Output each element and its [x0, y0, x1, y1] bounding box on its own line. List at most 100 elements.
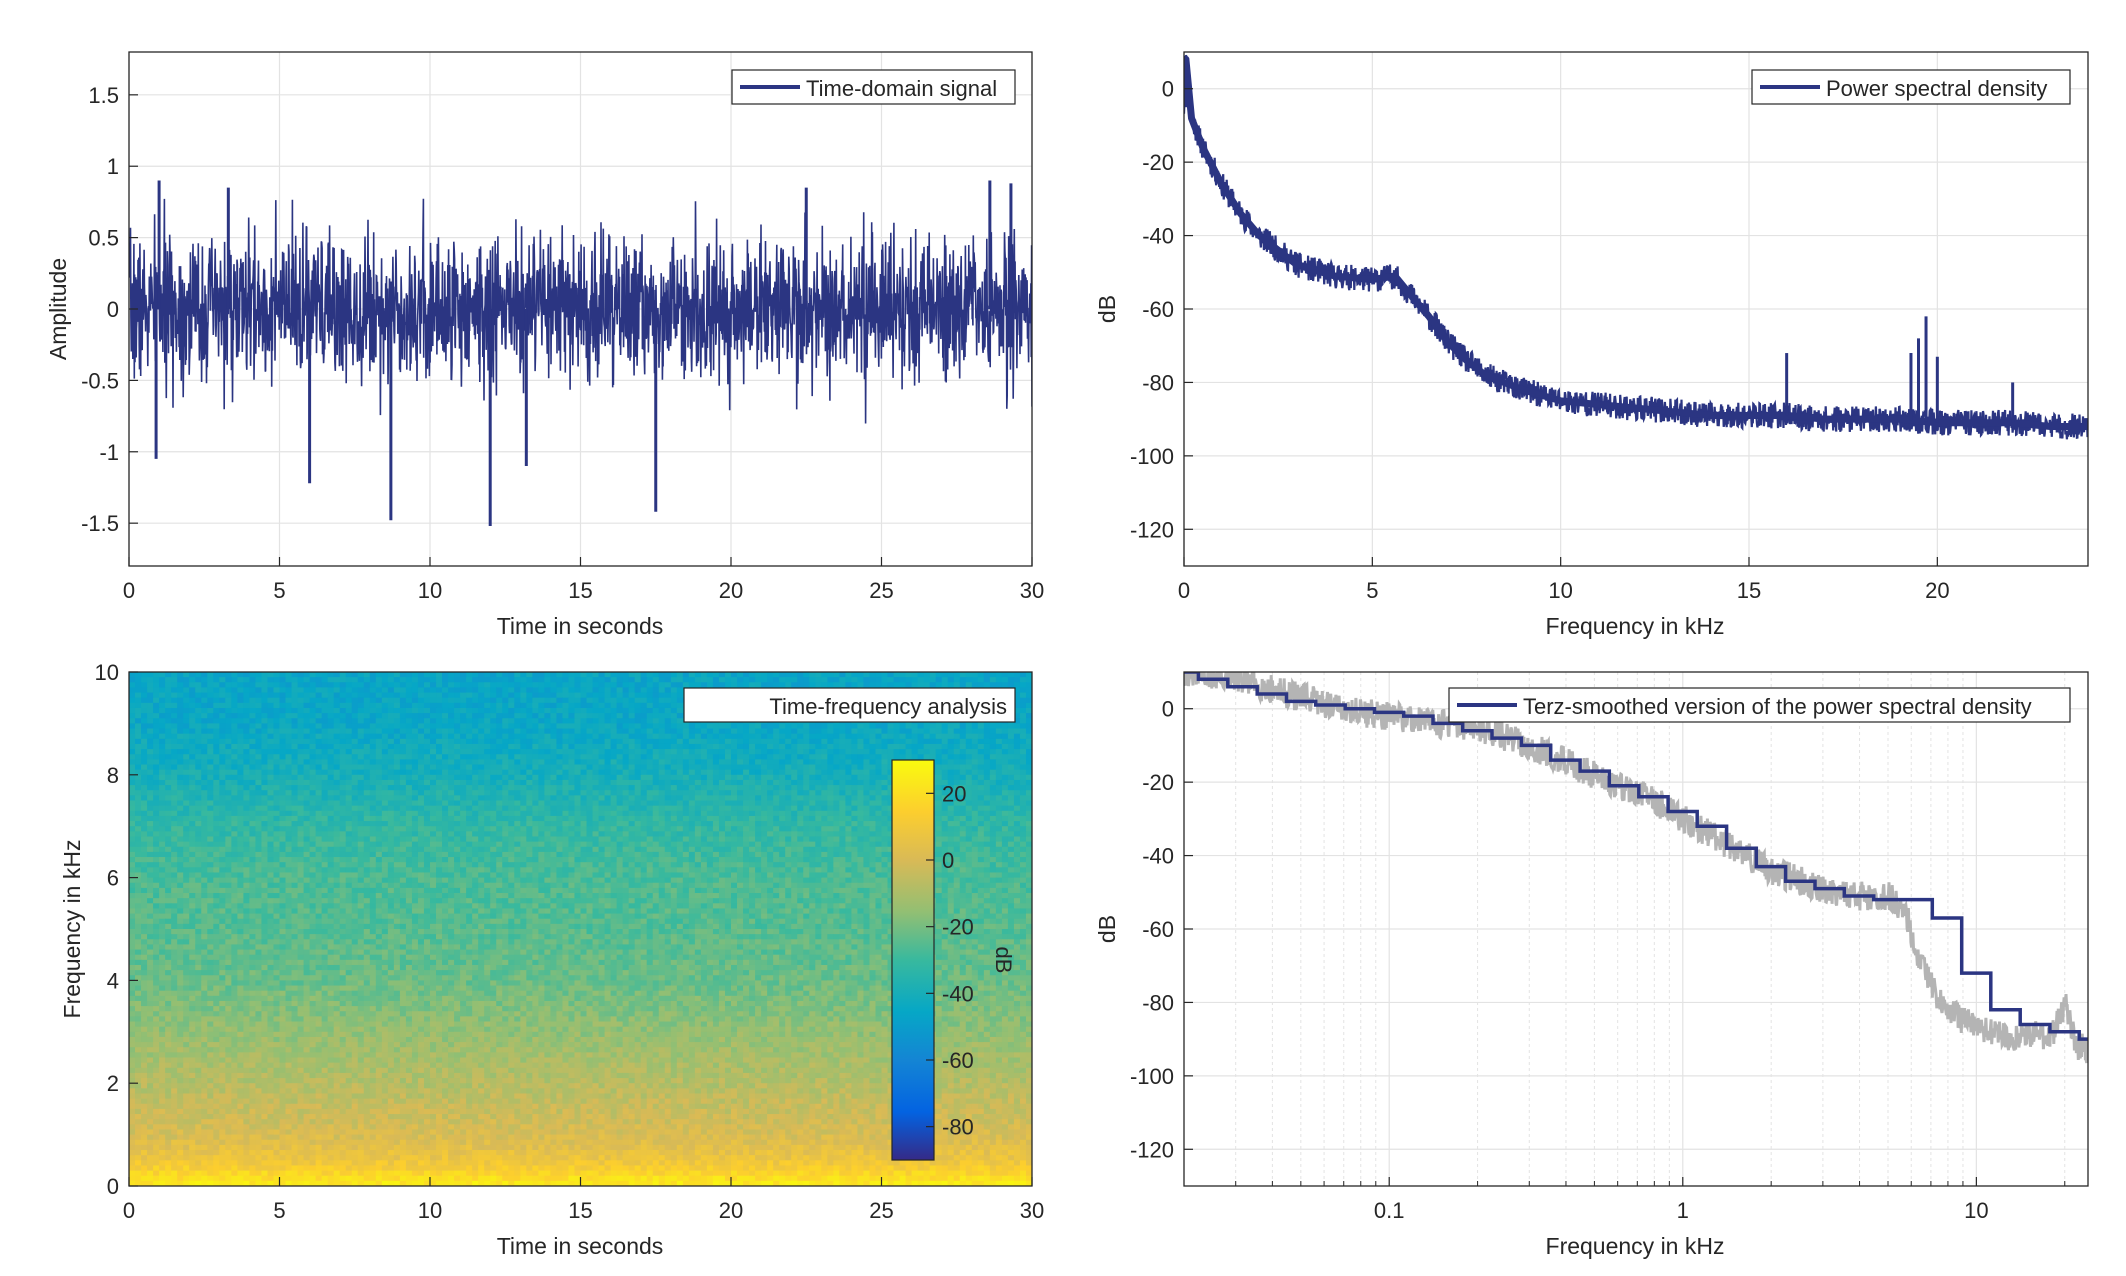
spectrogram-cell	[285, 836, 293, 843]
spectrogram-cell	[201, 733, 208, 740]
spectrogram-cell	[255, 769, 263, 776]
spectrogram-cell	[821, 785, 828, 791]
spectrogram-cell	[971, 831, 979, 838]
spectrogram-cell	[411, 759, 419, 766]
spectrogram-cell	[737, 815, 744, 822]
spectrogram-cell	[640, 821, 648, 827]
spectrogram-cell	[1001, 738, 1009, 745]
spectrogram-cell	[652, 738, 660, 745]
spectrogram-cell	[171, 718, 178, 724]
spectrogram-cell	[303, 836, 311, 843]
spectrogram-cell	[219, 733, 226, 740]
spectrogram-cell	[815, 790, 822, 796]
psd-legend[interactable]: Power spectral density	[1751, 69, 2071, 105]
spectrogram-cell	[387, 826, 395, 832]
spectrogram-cell	[1007, 677, 1015, 683]
spectrogram-cell	[442, 702, 449, 709]
spectrogram-cell	[917, 723, 925, 730]
spectrogram-cell	[351, 774, 359, 781]
spectrogram-cell	[321, 764, 329, 771]
spectrogram-cell	[165, 692, 172, 699]
spectrogram-cell	[574, 821, 582, 827]
spectrogram-cell	[556, 774, 564, 781]
time-domain-legend[interactable]: Time-domain signal	[731, 69, 1016, 105]
spectrogram-cell	[670, 723, 678, 730]
spectrogram-cell	[688, 764, 696, 771]
spectrogram-cell	[785, 815, 792, 822]
spectrogram-cell	[652, 682, 660, 689]
spectrogram-cell	[514, 749, 521, 755]
spectrogram-cell	[135, 805, 142, 812]
spectrogram-cell	[845, 831, 852, 838]
spectrogram-cell	[490, 790, 497, 796]
spectrogram-cell	[399, 702, 407, 709]
spectrogram-cell	[255, 759, 263, 766]
spectrogram-cell	[845, 826, 852, 832]
spectrogram-cell	[249, 687, 257, 694]
spectrogram-cell	[303, 779, 311, 786]
spectrogram-cell	[941, 795, 949, 802]
spectrogram-cell	[652, 785, 660, 791]
spectrogram-cell	[213, 754, 220, 760]
spectrogram-cell	[484, 723, 491, 730]
spectrogram-cell	[399, 672, 407, 678]
spectrogram-cell	[454, 810, 461, 817]
spectrogram-cell	[622, 774, 630, 781]
spectrogram-cell	[363, 738, 371, 745]
spectrogram-cell	[153, 738, 160, 745]
spectrogram-cell	[610, 779, 618, 786]
spectrogram-cell	[496, 692, 503, 699]
spectrogram-cell	[941, 733, 949, 740]
spectrogram-cell	[761, 795, 768, 802]
spectrogram-cell	[423, 764, 431, 771]
spectrogram-cell	[508, 692, 515, 699]
spectrogram-cell	[640, 764, 648, 771]
spectrogram-cell	[357, 815, 365, 822]
spectrogram-cell	[737, 733, 744, 740]
spectrogram-cell	[213, 810, 220, 817]
spectrogram-cell	[899, 733, 907, 740]
spectrogram-cell	[1019, 697, 1027, 704]
spectrogram-cell	[592, 728, 600, 735]
x-tick-label: 0	[1178, 578, 1190, 603]
spectrogram-cell	[622, 749, 630, 755]
spectrogram-cell	[472, 718, 479, 724]
spectrogram-cell	[965, 749, 973, 755]
spectrogram-cell	[285, 738, 293, 745]
spectrogram-cell	[550, 743, 558, 750]
spectrogram-cell	[640, 733, 648, 740]
spectrogram-cell	[213, 677, 220, 683]
spectrogram-cell	[568, 692, 576, 699]
spectrogram-cell	[279, 697, 287, 704]
spectrogram-cell	[634, 738, 642, 745]
spectrogram-cell	[327, 738, 335, 745]
spectrogram-cell	[761, 779, 768, 786]
spectrogram-cell	[201, 785, 208, 791]
spectrogram-cell	[351, 759, 359, 766]
spectrogram-cell	[857, 723, 865, 730]
spectrogram-cell	[153, 692, 160, 699]
spectrogram-cell	[345, 707, 353, 714]
spectrogram-cell	[393, 682, 401, 689]
spectrogram-cell	[291, 774, 299, 781]
spectrogram-cell	[472, 831, 479, 838]
spectrogram-cell	[375, 779, 383, 786]
spectrogram-cell	[779, 738, 786, 745]
spectrogram-cell	[315, 672, 323, 678]
spectrogram-cell	[261, 738, 269, 745]
spectrogram-cell	[821, 672, 828, 678]
spectrogram-cell	[791, 759, 798, 766]
spectrogram-cell	[1019, 702, 1027, 709]
spectrogram-cell	[664, 718, 672, 724]
spectrogram-cell	[532, 687, 539, 694]
spectrogram-cell	[303, 718, 311, 724]
spectrogram-cell	[634, 815, 642, 822]
spectrogram-cell	[189, 707, 196, 714]
spectrogram-cell	[387, 805, 395, 812]
spectrogram-cell	[803, 831, 810, 838]
spectrogram-cell	[718, 790, 726, 796]
spectrogram-cell	[291, 769, 299, 776]
spectrogram-cell	[652, 713, 660, 719]
spectrogram-cell	[845, 733, 852, 740]
spectrogram-cell	[995, 790, 1003, 796]
